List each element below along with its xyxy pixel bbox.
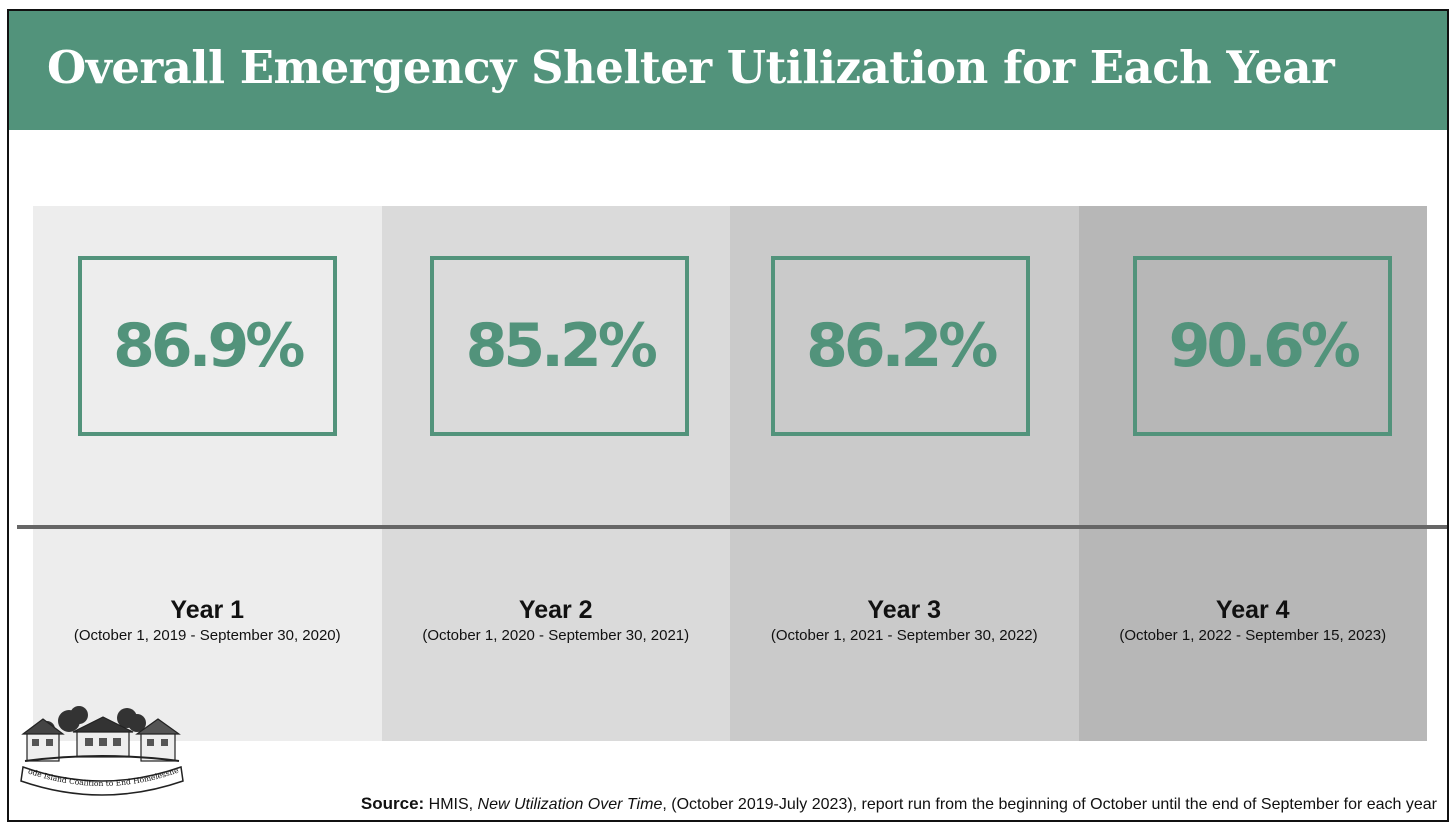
year-column-4: 90.6% Year 4 (October 1, 2022 - September … xyxy=(1078,206,1427,741)
year-date-range: (October 1, 2021 - September 30, 2022) xyxy=(770,627,1038,644)
year-date-range: (October 1, 2019 - September 30, 2020) xyxy=(73,627,341,644)
utilization-value: 86.2% xyxy=(806,311,998,381)
year-label: Year 2 xyxy=(518,596,593,624)
year-columns: 86.9% Year 1 (October 1, 2019 - September … xyxy=(33,206,1427,741)
year-label: Year 4 xyxy=(1215,596,1290,624)
source-label: Source: xyxy=(360,794,425,813)
year-label: Year 3 xyxy=(867,596,942,624)
chart-title: Overall Emergency Shelter Utilization fo… xyxy=(47,41,1335,94)
year-label: Year 1 xyxy=(170,596,245,624)
year-column-2: 85.2% Year 2 (October 1, 2020 - September … xyxy=(381,206,730,741)
value-box: 86.2% xyxy=(770,256,1030,436)
coalition-logo: Rhode Island Coalition to End Homelessne… xyxy=(17,701,184,796)
slide: Overall Emergency Shelter Utilization fo… xyxy=(7,9,1449,822)
source-note: Source: HMIS, New Utilization Over Time,… xyxy=(361,794,1437,814)
utilization-value: 90.6% xyxy=(1168,311,1361,381)
source-text: , (October 2019-July 2023), report run f… xyxy=(662,796,1437,813)
value-box: 86.9% xyxy=(77,256,337,436)
title-bar: Overall Emergency Shelter Utilization fo… xyxy=(9,11,1447,130)
utilization-value: 85.2% xyxy=(465,311,658,381)
year-date-range: (October 1, 2020 - September 30, 2021) xyxy=(422,627,690,644)
source-name: HMIS, xyxy=(428,796,474,813)
value-box: 90.6% xyxy=(1133,256,1393,436)
divider-line xyxy=(17,525,1447,529)
source-report-title: New Utilization Over Time xyxy=(477,796,663,813)
year-date-range: (October 1, 2022 - September 15, 2023) xyxy=(1119,627,1387,644)
utilization-value: 86.9% xyxy=(113,311,305,381)
year-column-3: 86.2% Year 3 (October 1, 2021 - September … xyxy=(730,206,1079,741)
year-column-1: 86.9% Year 1 (October 1, 2019 - September … xyxy=(33,206,382,741)
value-box: 85.2% xyxy=(430,256,690,436)
